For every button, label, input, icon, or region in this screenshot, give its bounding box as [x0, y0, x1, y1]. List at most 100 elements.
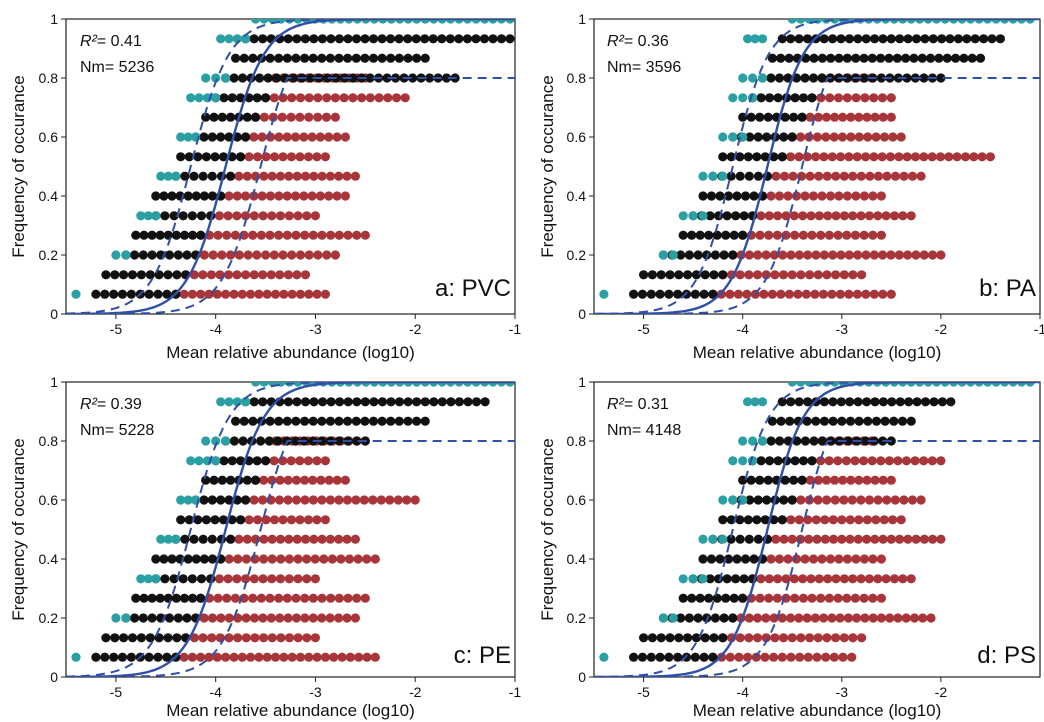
- scatter-point-rare: [330, 112, 340, 122]
- scatter-point-rare: [237, 652, 247, 662]
- scatter-point-rare: [838, 112, 848, 122]
- y-tick-label: 0.4: [567, 188, 587, 204]
- scatter-point-core: [334, 416, 344, 426]
- y-tick-label: 0.8: [567, 70, 587, 86]
- scatter-point-rare: [760, 652, 770, 662]
- scatter-point-rare: [274, 495, 285, 505]
- scatter-point-common: [186, 93, 196, 103]
- scatter-point-rare: [853, 250, 863, 260]
- scatter-point-rare: [312, 289, 322, 299]
- scatter-point-core: [934, 53, 944, 63]
- scatter-point-rare: [811, 152, 821, 162]
- scatter-point-core: [876, 53, 886, 63]
- scatter-point-common: [599, 289, 609, 299]
- scatter-point-rare: [282, 230, 292, 240]
- scatter-point-common: [748, 436, 758, 446]
- scatter-point-common: [71, 289, 81, 299]
- scatter-point-common: [211, 73, 221, 83]
- scatter-point-rare: [876, 613, 887, 623]
- scatter-point-core: [794, 397, 804, 407]
- scatter-point-rare: [773, 211, 783, 221]
- scatter-point-core: [951, 53, 961, 63]
- scatter-point-core: [919, 73, 929, 83]
- scatter-point-core: [227, 93, 237, 103]
- scatter-point-core: [403, 34, 413, 44]
- scatter-point-rare: [325, 171, 335, 181]
- scatter-point-common: [688, 211, 698, 221]
- scatter-point-core: [251, 112, 261, 122]
- scatter-point-core: [785, 416, 795, 426]
- scatter-point-rare: [370, 554, 380, 564]
- scatter-point-core: [219, 93, 229, 103]
- scatter-point-core: [842, 73, 853, 83]
- scatter-point-core: [678, 593, 688, 603]
- scatter-point-rare: [246, 289, 256, 299]
- x-tick-label: -4: [736, 321, 749, 337]
- scatter-point-core: [164, 250, 175, 260]
- scatter-point-rare: [269, 515, 280, 525]
- scatter-point-rare: [257, 132, 267, 142]
- scatter-point-core: [819, 397, 830, 407]
- scatter-point-rare: [258, 270, 268, 280]
- scatter-point-core: [987, 34, 997, 44]
- plot-area: [66, 382, 515, 677]
- scatter-point-rare: [234, 171, 244, 181]
- scatter-point-core: [326, 397, 336, 407]
- scatter-point-rare: [817, 554, 827, 564]
- scatter-point-rare: [274, 191, 284, 201]
- scatter-point-rare: [391, 93, 402, 103]
- scatter-point-core: [420, 416, 430, 426]
- scatter-point-core: [218, 515, 229, 525]
- scatter-point-core: [201, 475, 211, 485]
- scatter-point-rare: [822, 495, 832, 505]
- scatter-point-rare: [888, 515, 898, 525]
- r2-symbol: R²: [80, 33, 98, 50]
- scatter-point-core: [787, 495, 797, 505]
- r2-annotation: R²= 0.31: [607, 396, 669, 413]
- scatter-point-core: [226, 112, 236, 122]
- scatter-point-core: [147, 593, 157, 603]
- scatter-point-rare: [317, 534, 327, 544]
- scatter-point-rare: [309, 171, 319, 181]
- scatter-point-core: [110, 633, 120, 643]
- scatter-point-common: [121, 250, 131, 260]
- r2-value: = 0.41: [97, 33, 142, 50]
- scatter-point-core: [209, 475, 219, 485]
- y-axis-title: Frequency of occurance: [538, 438, 557, 620]
- scatter-point-rare: [276, 554, 286, 564]
- scatter-point-rare: [342, 171, 352, 181]
- scatter-point-rare: [863, 132, 873, 142]
- scatter-point-common: [668, 250, 678, 260]
- scatter-point-rare: [893, 613, 903, 623]
- scatter-point-rare: [300, 270, 311, 280]
- scatter-point-common: [293, 19, 303, 24]
- scatter-point-core: [207, 191, 218, 201]
- scatter-point-rare: [385, 495, 395, 505]
- scatter-point-core: [729, 593, 739, 603]
- scatter-point-rare: [859, 230, 869, 240]
- scatter-point-rare: [410, 495, 420, 505]
- r2-annotation: R²= 0.39: [80, 396, 142, 413]
- scatter-point-rare: [835, 289, 846, 299]
- scatter-point-rare: [735, 633, 745, 643]
- scatter-point-rare: [805, 475, 815, 485]
- scatter-point-rare: [300, 495, 310, 505]
- scatter-point-core: [236, 93, 246, 103]
- scatter-point-rare: [777, 613, 787, 623]
- scatter-point-rare: [242, 534, 252, 544]
- scatter-point-common: [787, 19, 797, 24]
- scatter-point-common: [293, 382, 303, 387]
- scatter-point-core: [807, 93, 817, 103]
- scatter-point-core: [708, 652, 718, 662]
- y-tick-label: 0.8: [39, 70, 59, 86]
- fit-upper-bound: [66, 440, 515, 677]
- scatter-point-core: [718, 152, 728, 162]
- scatter-point-rare: [896, 132, 906, 142]
- scatter-point-rare: [901, 456, 912, 466]
- scatter-point-rare: [876, 593, 887, 603]
- scatter-point-rare: [320, 515, 330, 525]
- scatter-point-core: [656, 633, 666, 643]
- scatter-point-rare: [250, 633, 260, 643]
- scatter-point-core: [687, 230, 697, 240]
- scatter-point-rare: [778, 270, 789, 280]
